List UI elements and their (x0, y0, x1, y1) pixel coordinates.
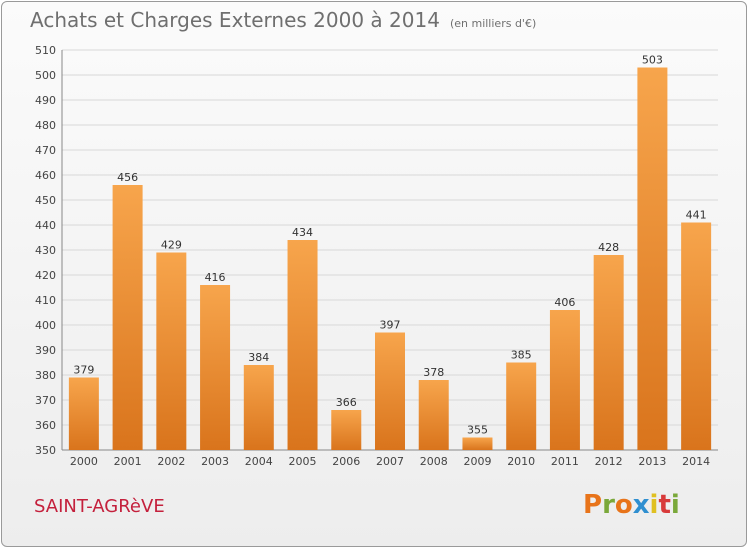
proxiti-logo: Proxiti (583, 490, 680, 520)
title-row: Achats et Charges Externes 2000 à 2014 (e… (30, 8, 536, 32)
x-tick-label: 2008 (420, 455, 448, 468)
x-tick-label: 2001 (114, 455, 142, 468)
bar-2006 (331, 410, 362, 450)
y-tick-label: 470 (35, 144, 56, 157)
bar-2003 (200, 285, 231, 450)
y-tick-label: 360 (35, 419, 56, 432)
bar-2014 (681, 222, 712, 450)
y-tick-label: 430 (35, 244, 56, 257)
y-tick-label: 460 (35, 169, 56, 182)
y-tick-label: 420 (35, 269, 56, 282)
bar-2007 (375, 332, 405, 450)
x-tick-label: 2002 (157, 455, 185, 468)
x-tick-label: 2004 (245, 455, 273, 468)
x-tick-label: 2009 (463, 455, 491, 468)
logo-letter: P (583, 490, 603, 520)
y-tick-label: 440 (35, 219, 56, 232)
bar-value-label: 385 (511, 349, 532, 362)
y-tick-label: 380 (35, 369, 56, 382)
x-tick-label: 2006 (332, 455, 360, 468)
y-tick-label: 370 (35, 394, 56, 407)
x-tick-label: 2005 (289, 455, 317, 468)
bar-2011 (549, 310, 580, 450)
bar-2009 (462, 437, 493, 450)
logo-letter: x (632, 490, 650, 520)
bar-value-label: 355 (467, 424, 488, 437)
bar-value-label: 441 (686, 209, 707, 222)
bar-value-label: 434 (292, 226, 313, 239)
x-tick-label: 2010 (507, 455, 535, 468)
bar-value-label: 379 (73, 364, 94, 377)
bar-value-label: 503 (642, 54, 663, 67)
logo-letter: i (670, 490, 680, 520)
y-tick-label: 490 (35, 94, 56, 107)
logo-letter: o (614, 490, 633, 520)
y-tick-label: 350 (35, 444, 56, 457)
x-tick-label: 2014 (682, 455, 710, 468)
bar-value-label: 416 (205, 271, 226, 284)
bar-2010 (506, 362, 537, 450)
bar-value-label: 429 (161, 239, 182, 252)
bar-value-label: 366 (336, 396, 357, 409)
bar-2008 (418, 380, 449, 450)
logo-letter: r (602, 490, 615, 520)
bar-2005 (287, 240, 318, 450)
bar-2002 (156, 252, 187, 450)
bar-2004 (243, 365, 274, 450)
bar-2013 (637, 67, 668, 450)
bar-2001 (112, 185, 143, 450)
x-tick-label: 2007 (376, 455, 404, 468)
y-tick-label: 400 (35, 319, 56, 332)
x-tick-label: 2012 (595, 455, 623, 468)
x-tick-label: 2011 (551, 455, 579, 468)
chart-subtitle: (en milliers d'€) (449, 17, 537, 30)
y-tick-label: 390 (35, 344, 56, 357)
x-tick-label: 2000 (70, 455, 98, 468)
bar-value-label: 428 (598, 241, 619, 254)
x-tick-label: 2013 (638, 455, 666, 468)
y-tick-label: 480 (35, 119, 56, 132)
bar-value-label: 406 (554, 296, 575, 309)
y-tick-label: 510 (35, 44, 56, 57)
bar-value-label: 378 (423, 366, 444, 379)
y-tick-label: 450 (35, 194, 56, 207)
bar-value-label: 397 (380, 319, 401, 332)
bar-value-label: 456 (117, 171, 138, 184)
label-layer: 379 2000 456 2001 429 2002 416 2003 384 2004 434 20… (70, 54, 710, 469)
bar-2012 (593, 255, 624, 450)
bar-value-label: 384 (248, 351, 269, 364)
y-tick-label: 410 (35, 294, 56, 307)
y-tick-label: 500 (35, 69, 56, 82)
chart-title: Achats et Charges Externes 2000 à 2014 (30, 8, 440, 32)
bar-2000 (68, 377, 99, 450)
logo-letter: i (649, 490, 659, 520)
x-tick-label: 2003 (201, 455, 229, 468)
logo-letter: t (658, 490, 671, 520)
bar-layer (68, 67, 712, 450)
city-name: SAINT-AGRèVE (34, 496, 165, 517)
